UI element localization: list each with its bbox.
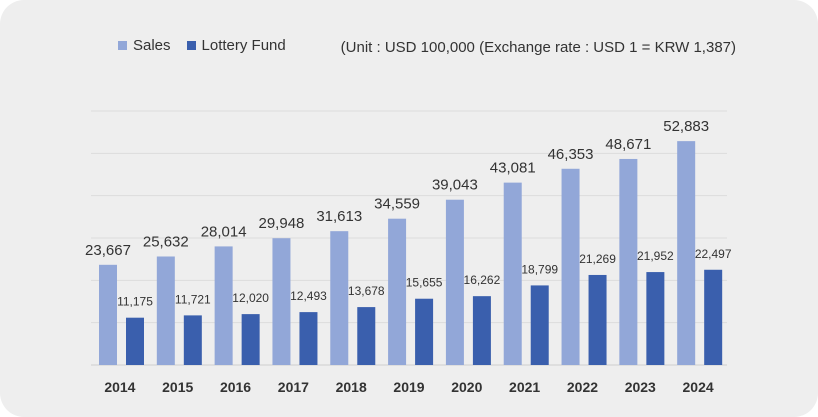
bar-lottery-fund	[183, 315, 202, 365]
x-tick-label: 2023	[625, 379, 656, 395]
data-label-sales: 31,613	[316, 208, 362, 225]
data-label-sales: 46,353	[548, 146, 594, 163]
bar-lottery-fund	[472, 296, 491, 365]
x-tick-label: 2015	[162, 379, 193, 395]
x-tick-label: 2018	[336, 379, 367, 395]
data-label-sales: 52,883	[663, 118, 709, 135]
data-label-sales: 23,667	[85, 242, 131, 259]
bar-lottery-fund	[646, 272, 665, 365]
bar-sales	[388, 218, 407, 365]
data-label-sales: 25,632	[143, 233, 189, 250]
data-label-lottery-fund: 18,799	[521, 262, 558, 276]
bar-sales	[272, 238, 291, 365]
x-tick-label: 2017	[278, 379, 309, 395]
bar-lottery-fund	[704, 269, 723, 365]
bar-sales	[156, 256, 175, 365]
data-label-lottery-fund: 21,952	[637, 249, 674, 263]
x-tick-label: 2022	[567, 379, 598, 395]
legend-item-lottery-fund: Lottery Fund	[186, 37, 286, 54]
bar-sales	[561, 168, 580, 365]
x-tick-label: 2019	[393, 379, 424, 395]
data-label-sales: 39,043	[432, 177, 478, 194]
bar-lottery-fund	[241, 314, 260, 365]
data-label-sales: 28,014	[201, 223, 247, 240]
data-label-sales: 48,671	[605, 136, 651, 153]
legend-label-lottery-fund: Lottery Fund	[201, 37, 286, 54]
data-label-lottery-fund: 13,678	[348, 284, 385, 298]
legend-swatch-lottery-fund	[186, 41, 196, 50]
bar-lottery-fund	[357, 307, 376, 365]
bar-sales	[677, 141, 696, 365]
x-tick-label: 2016	[220, 379, 251, 395]
bar-sales	[330, 231, 349, 365]
bar-lottery-fund	[415, 298, 434, 365]
data-label-sales: 29,948	[259, 215, 305, 232]
legend-item-sales: Sales	[118, 37, 171, 54]
x-tick-label: 2024	[683, 379, 714, 395]
bar-sales	[445, 199, 464, 365]
bar-lottery-fund	[299, 312, 318, 365]
bar-lottery-fund	[126, 317, 144, 365]
legend: Sales Lottery Fund	[118, 37, 302, 54]
bar-sales	[214, 246, 233, 365]
bar-lottery-fund	[588, 274, 607, 365]
data-label-lottery-fund: 12,020	[232, 291, 269, 305]
x-tick-label: 2021	[509, 379, 540, 395]
bar-sales	[619, 158, 638, 365]
legend-label-sales: Sales	[133, 37, 171, 54]
unit-note: (Unit : USD 100,000 (Exchange rate : USD…	[340, 39, 736, 56]
bar-sales	[503, 182, 522, 365]
x-tick-label: 2014	[104, 379, 135, 395]
data-label-lottery-fund: 16,262	[464, 273, 501, 287]
x-tick-label: 2020	[451, 379, 482, 395]
data-label-lottery-fund: 21,269	[579, 252, 616, 266]
data-label-lottery-fund: 11,175	[117, 295, 153, 309]
data-label-lottery-fund: 15,655	[406, 276, 443, 290]
data-label-lottery-fund: 11,721	[175, 292, 211, 306]
bar-lottery-fund	[530, 285, 549, 365]
data-label-sales: 34,559	[374, 196, 420, 213]
data-label-lottery-fund: 22,497	[695, 247, 732, 261]
legend-swatch-sales	[118, 41, 127, 50]
bar-sales	[99, 264, 117, 365]
data-label-lottery-fund: 12,493	[290, 289, 327, 303]
data-label-sales: 43,081	[490, 160, 536, 177]
